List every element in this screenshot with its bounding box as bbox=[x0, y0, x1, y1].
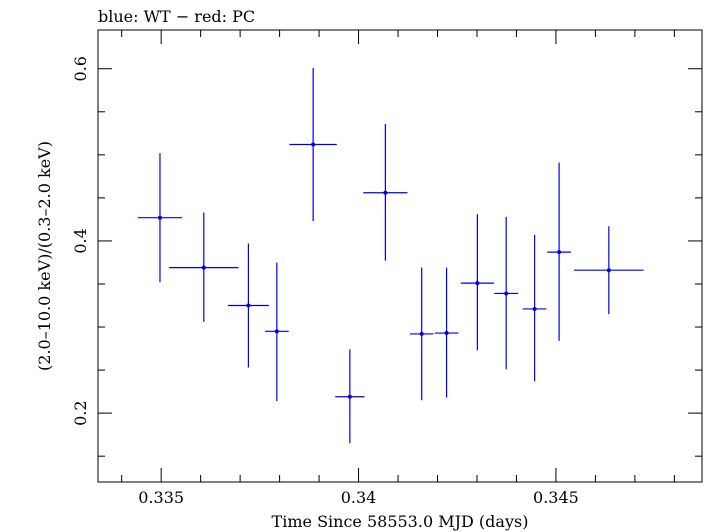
plot-frame bbox=[97, 29, 703, 483]
y-tick-label: 0.4 bbox=[71, 228, 90, 253]
x-tick-label: 0.345 bbox=[533, 488, 579, 507]
x-axis-label: Time Since 58553.0 MJD (days) bbox=[272, 512, 529, 531]
point-marker bbox=[606, 268, 611, 273]
data-point bbox=[574, 226, 644, 315]
x-tick-label: 0.335 bbox=[138, 488, 184, 507]
data-point bbox=[137, 153, 183, 283]
point-marker bbox=[557, 250, 562, 255]
point-marker bbox=[347, 394, 352, 399]
point-marker bbox=[157, 215, 162, 220]
point-marker bbox=[311, 142, 316, 147]
data-point bbox=[169, 212, 239, 322]
point-marker bbox=[383, 190, 388, 195]
data-point bbox=[434, 267, 459, 398]
point-marker bbox=[246, 303, 251, 308]
point-marker bbox=[504, 291, 509, 296]
data-point bbox=[264, 262, 289, 402]
point-marker bbox=[444, 331, 449, 336]
data-point bbox=[494, 216, 519, 370]
data-point bbox=[522, 234, 547, 382]
data-point bbox=[363, 123, 408, 261]
data-point bbox=[289, 67, 337, 222]
point-marker bbox=[419, 331, 424, 336]
data-point bbox=[460, 214, 494, 351]
data-point bbox=[547, 162, 571, 341]
chart-title: blue: WT − red: PC bbox=[98, 7, 255, 26]
y-axis-label: (2.0–10.0 keV)/(0.3–2.0 keV) bbox=[35, 141, 54, 371]
y-tick-label: 0.2 bbox=[71, 400, 90, 425]
data-point bbox=[227, 243, 269, 368]
y-tick-label: 0.6 bbox=[71, 56, 90, 81]
point-marker bbox=[201, 265, 206, 270]
point-marker bbox=[475, 281, 480, 286]
data-point bbox=[409, 267, 434, 401]
point-marker bbox=[532, 306, 537, 311]
data-point bbox=[335, 349, 365, 444]
x-tick-label: 0.34 bbox=[341, 488, 377, 507]
data-marks bbox=[137, 67, 644, 444]
axes: 0.335 0.34 0.345 0.2 0.4 0.6 bbox=[71, 29, 703, 507]
point-marker bbox=[274, 329, 279, 334]
